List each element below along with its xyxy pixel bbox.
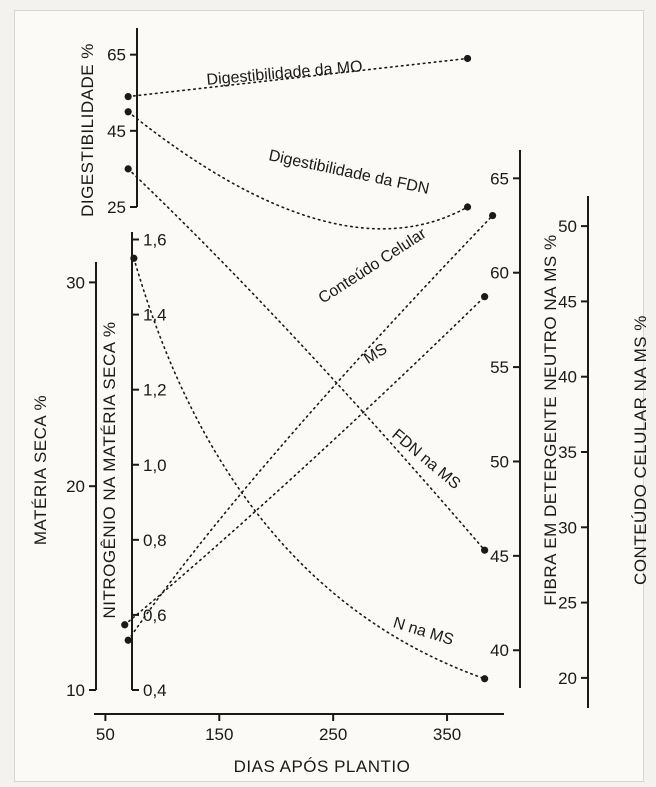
cc-tick-label: 35 [558, 443, 577, 462]
ms-tick-label: 20 [66, 477, 85, 496]
dig-tick-label: 45 [107, 122, 126, 141]
series-line-ms [123, 295, 486, 626]
figure-frame [14, 10, 644, 782]
dig-tick-label: 25 [107, 198, 126, 217]
n-axis-label: NITROGÊNIO NA MATÉRIA SECA % [100, 321, 119, 618]
series-label-ms: MS [361, 341, 390, 368]
fdn-tick-label: 40 [490, 641, 509, 660]
data-point-conteudo-celular [489, 211, 497, 220]
data-point-ms [481, 293, 489, 301]
cc-tick-label: 25 [558, 594, 577, 613]
dig-tick-label: 65 [107, 46, 126, 65]
series-line-digestibilidade-da-mo [127, 57, 469, 98]
cc-tick-label: 50 [558, 217, 577, 236]
fdn-tick-label: 65 [490, 169, 509, 188]
n-tick-label: 0,4 [143, 681, 167, 700]
ms-axis-label: MATÉRIA SECA % [31, 395, 50, 545]
ms-tick-label: 10 [66, 681, 85, 700]
data-point-digestibilidade-da-fdn [463, 203, 472, 211]
series-label-conteudo-celular: Conteúdo Celular [316, 225, 430, 307]
cc-tick-label: 45 [558, 292, 577, 311]
n-tick-label: 0,6 [143, 606, 167, 625]
x-tick-label: 350 [433, 725, 461, 744]
data-point-conteudo-celular [124, 636, 132, 644]
data-point-digestibilidade-da-fdn [124, 108, 132, 116]
data-point-n-na-ms [481, 675, 489, 683]
dig-axis-label: DIGESTIBILIDADE % [78, 43, 97, 217]
fdn-tick-label: 50 [490, 452, 509, 471]
data-point-n-na-ms [130, 254, 138, 262]
x-tick-label: 50 [96, 725, 115, 744]
data-point-fdn-na-ms [481, 546, 489, 554]
series-layer [121, 54, 497, 683]
cc-tick-label: 20 [558, 669, 577, 688]
fdn-axis-label: FIBRA EM DETERGENTE NEUTRO NA MS % [541, 234, 560, 605]
series-label-digestibilidade-da-mo: Digestibilidade da MO [206, 58, 363, 89]
labels-layer: DIAS APÓS PLANTIO 50 150 250 350 25 45 65 DIGES… [31, 43, 650, 776]
cc-tick-label: 40 [558, 368, 577, 387]
data-point-ms [121, 621, 129, 629]
series-line-conteudo-celular [127, 214, 494, 642]
series-line-fdn-na-ms [127, 168, 486, 551]
series-label-fdn-na-ms: FDN na MS [388, 426, 463, 493]
cc-axis-label: CONTEÚDO CELULAR NA MS % [631, 315, 650, 585]
fdn-tick-label: 60 [490, 264, 509, 283]
series-line-digestibilidade-da-fdn [127, 110, 469, 230]
x-tick-label: 250 [319, 725, 347, 744]
series-line-n-na-ms [133, 257, 486, 680]
cc-tick-label: 30 [558, 518, 577, 537]
x-axis-label: DIAS APÓS PLANTIO [234, 757, 411, 776]
ms-tick-label: 30 [66, 273, 85, 292]
n-tick-label: 0,8 [143, 531, 167, 550]
fdn-tick-label: 45 [490, 547, 509, 566]
n-tick-label: 1,0 [143, 456, 167, 475]
data-point-fdn-na-ms [124, 165, 132, 173]
data-point-digestibilidade-da-mo [463, 54, 472, 63]
series-label-digestibilidade-da-fdn: Digestibilidade da FDN [267, 147, 431, 198]
n-tick-label: 1,4 [143, 306, 167, 325]
fdn-tick-label: 55 [490, 358, 509, 377]
n-tick-label: 1,6 [143, 231, 167, 250]
data-point-digestibilidade-da-mo [124, 92, 132, 101]
series-label-n-na-ms: N na MS [391, 614, 456, 648]
x-tick-label: 150 [205, 725, 233, 744]
n-tick-label: 1,2 [143, 381, 167, 400]
